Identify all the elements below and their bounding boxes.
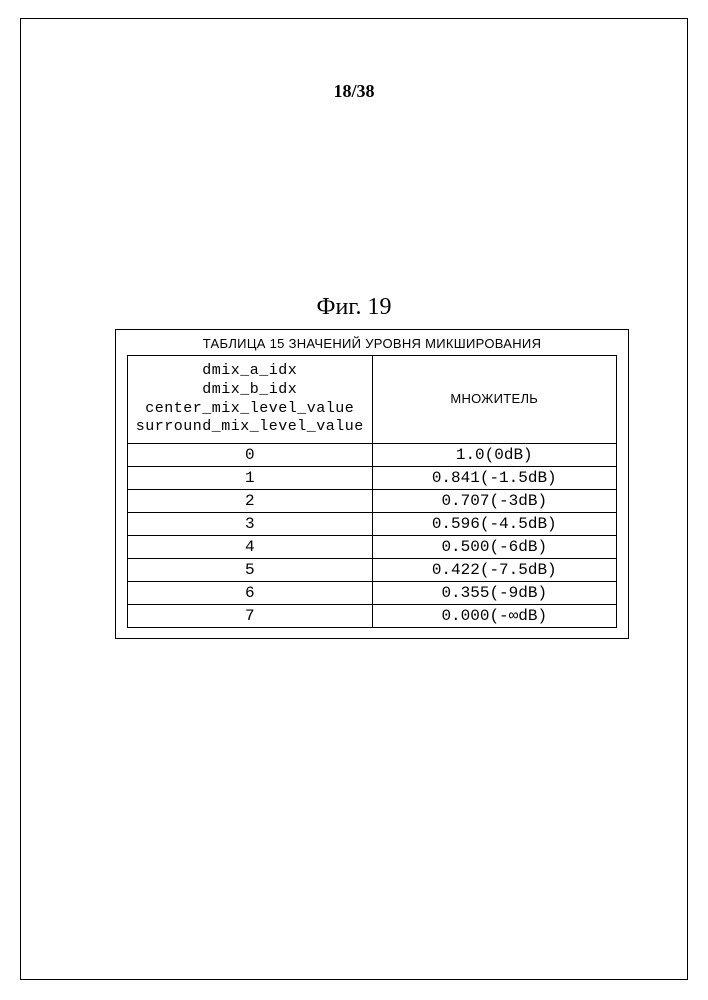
idx-cell: 6 xyxy=(128,582,373,605)
idx-cell: 1 xyxy=(128,467,373,490)
val-cell: 0.707(-3dB) xyxy=(372,490,617,513)
table-row: 4 0.500(-6dB) xyxy=(128,536,617,559)
idx-cell: 2 xyxy=(128,490,373,513)
table-row: 5 0.422(-7.5dB) xyxy=(128,559,617,582)
val-cell: 0.000(-∞dB) xyxy=(372,605,617,628)
table-row: 6 0.355(-9dB) xyxy=(128,582,617,605)
table-row: 7 0.000(-∞dB) xyxy=(128,605,617,628)
header-right: МНОЖИТЕЛЬ xyxy=(372,356,617,444)
idx-cell: 3 xyxy=(128,513,373,536)
page-frame: 18/38 Фиг. 19 ТАБЛИЦА 15 ЗНАЧЕНИЙ УРОВНЯ… xyxy=(20,18,688,980)
idx-cell: 5 xyxy=(128,559,373,582)
val-cell: 0.422(-7.5dB) xyxy=(372,559,617,582)
hdr-line: surround_mix_level_value xyxy=(132,418,368,437)
val-cell: 0.500(-6dB) xyxy=(372,536,617,559)
table-row: 2 0.707(-3dB) xyxy=(128,490,617,513)
idx-cell: 0 xyxy=(128,444,373,467)
table-row: 1 0.841(-1.5dB) xyxy=(128,467,617,490)
val-cell: 0.841(-1.5dB) xyxy=(372,467,617,490)
hdr-line: dmix_a_idx xyxy=(132,362,368,381)
val-cell: 1.0(0dB) xyxy=(372,444,617,467)
table-body: dmix_a_idx dmix_b_idx center_mix_level_v… xyxy=(127,355,617,628)
val-cell: 0.355(-9dB) xyxy=(372,582,617,605)
table-title: ТАБЛИЦА 15 ЗНАЧЕНИЙ УРОВНЯ МИКШИРОВАНИЯ xyxy=(116,330,628,355)
hdr-line: dmix_b_idx xyxy=(132,381,368,400)
header-left: dmix_a_idx dmix_b_idx center_mix_level_v… xyxy=(128,356,373,444)
mix-level-table: ТАБЛИЦА 15 ЗНАЧЕНИЙ УРОВНЯ МИКШИРОВАНИЯ … xyxy=(115,329,629,639)
table-row: 3 0.596(-4.5dB) xyxy=(128,513,617,536)
val-cell: 0.596(-4.5dB) xyxy=(372,513,617,536)
table-row: 0 1.0(0dB) xyxy=(128,444,617,467)
idx-cell: 7 xyxy=(128,605,373,628)
idx-cell: 4 xyxy=(128,536,373,559)
page-number: 18/38 xyxy=(21,81,687,102)
table-header-row: dmix_a_idx dmix_b_idx center_mix_level_v… xyxy=(128,356,617,444)
figure-caption: Фиг. 19 xyxy=(21,294,687,321)
hdr-line: center_mix_level_value xyxy=(132,400,368,419)
